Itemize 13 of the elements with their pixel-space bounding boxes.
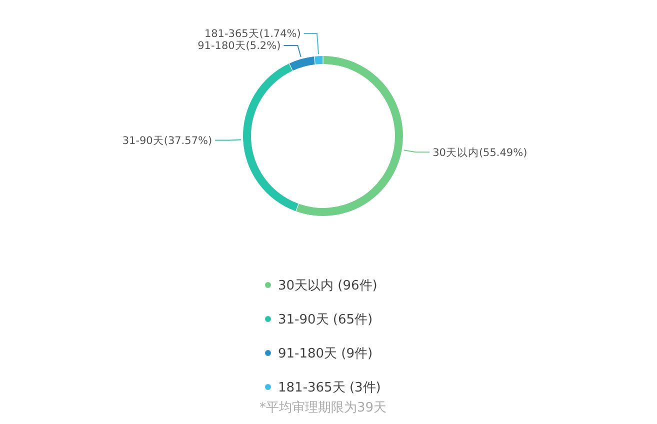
text: *平均审理期限为39天 <box>259 400 387 416</box>
legend-label: 30天以内 (96件) <box>278 278 378 294</box>
data-label: 91-180天(5.2%) <box>198 40 281 52</box>
data-label: 30天以内(55.49%) <box>432 146 528 159</box>
donut-slice <box>290 56 315 71</box>
legend-label: 181-365天 (3件) <box>278 380 381 396</box>
data-label: 31-90天(37.57%) <box>122 134 212 147</box>
donut-slice <box>243 64 298 212</box>
data-label: 181-365天(1.74%) <box>204 28 301 40</box>
donut-slice <box>314 56 323 64</box>
legend-label: 31-90天 (65件) <box>278 312 373 328</box>
donut-slice <box>296 56 403 216</box>
legend-label: 91-180天 (9件) <box>278 346 373 362</box>
